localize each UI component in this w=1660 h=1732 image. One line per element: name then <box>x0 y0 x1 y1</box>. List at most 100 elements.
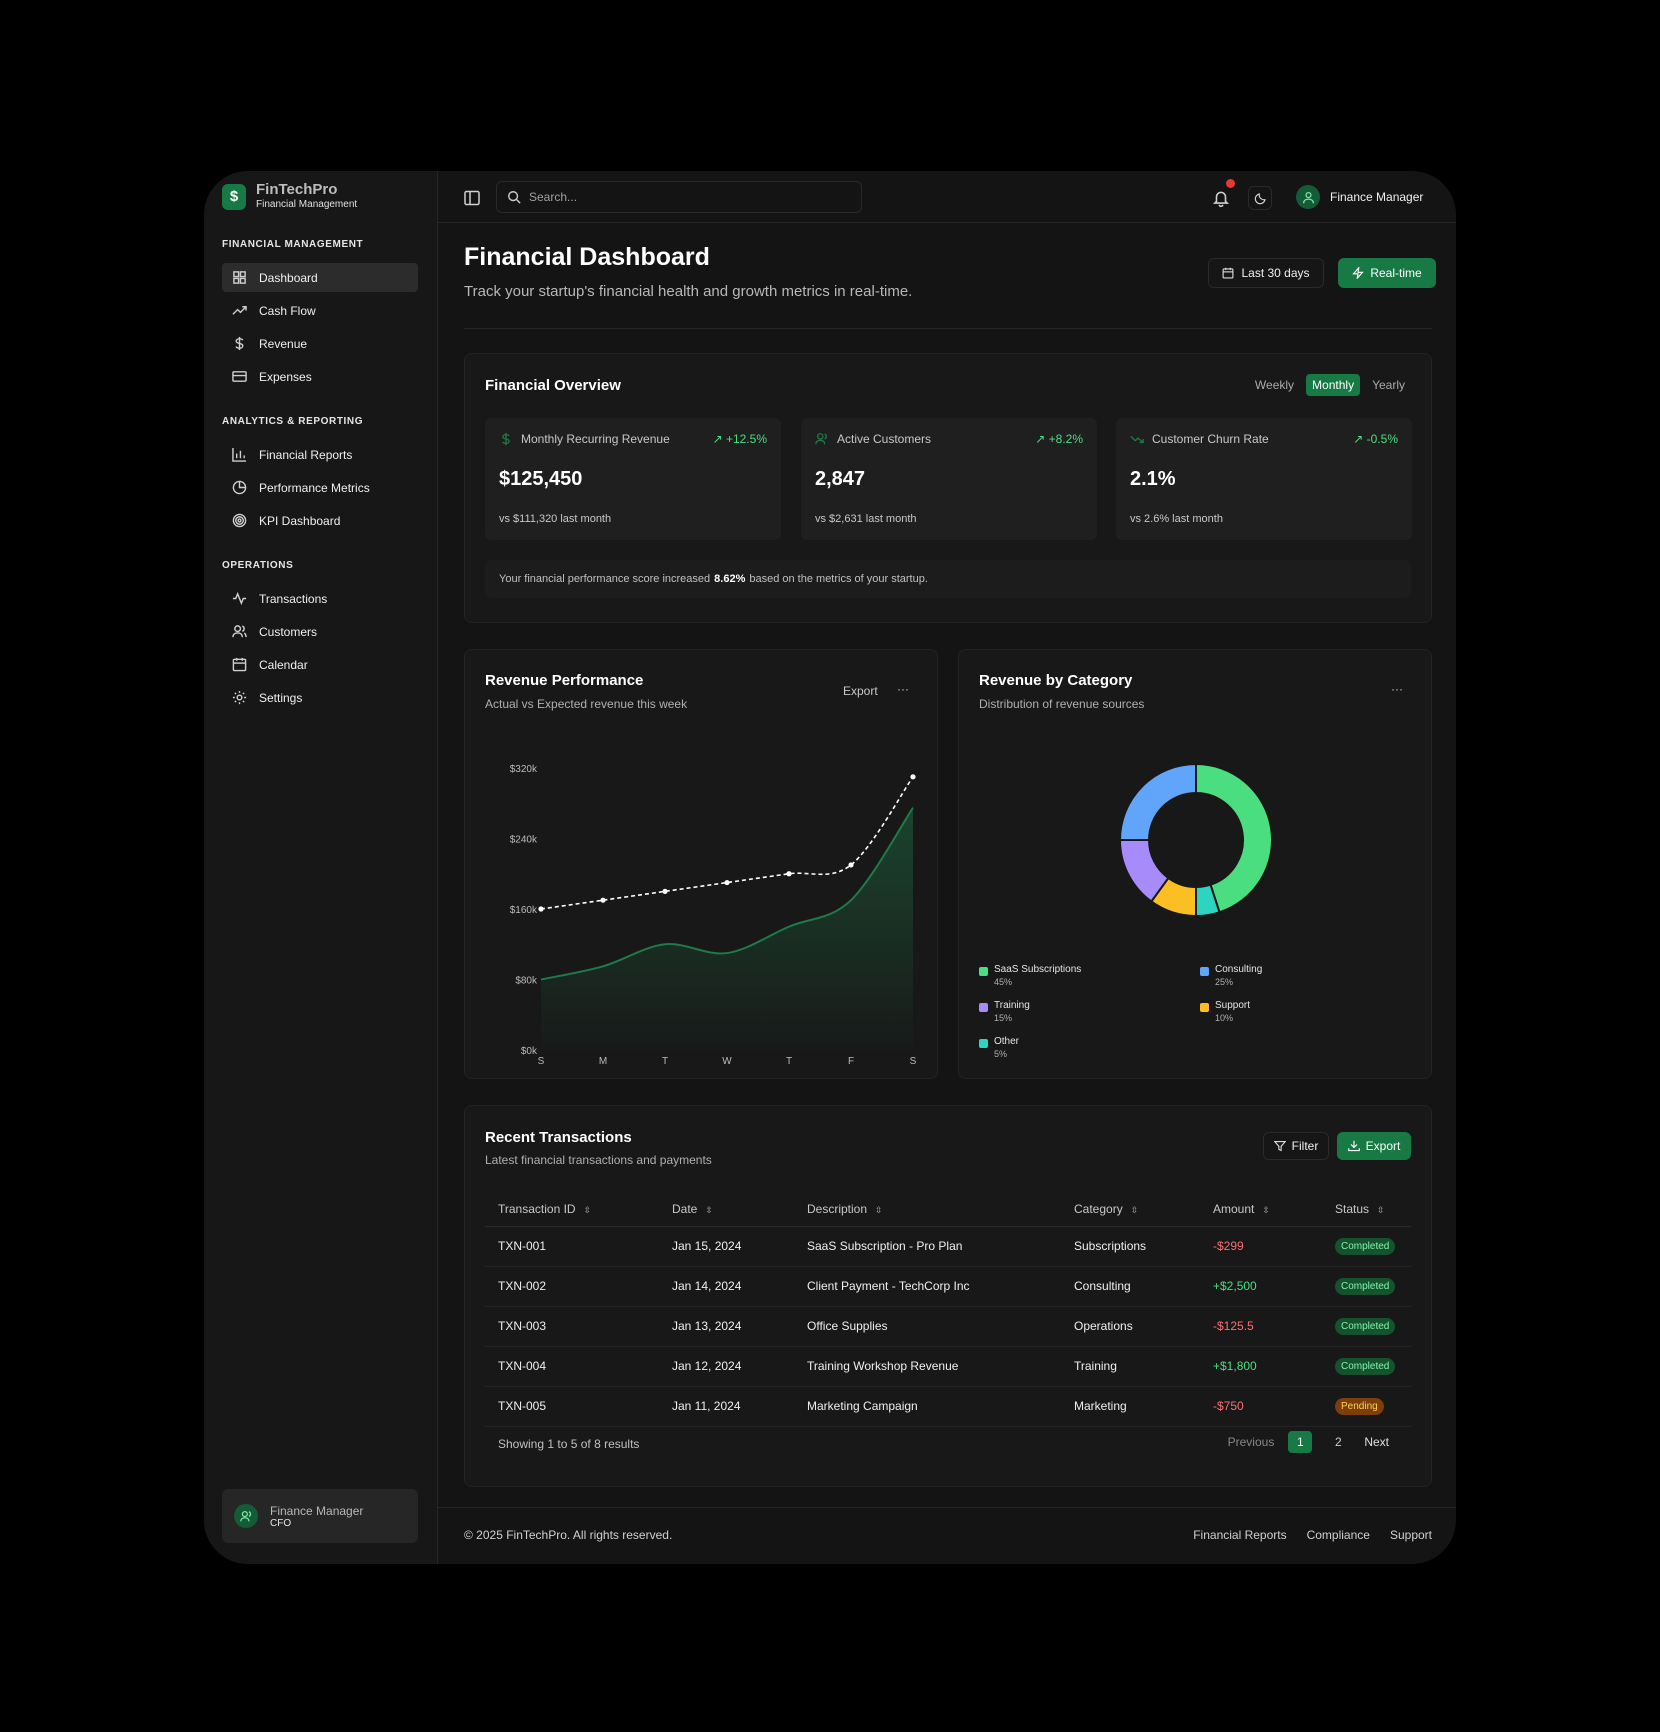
nav-section-title: FINANCIAL MANAGEMENT <box>222 239 364 250</box>
column-header-status[interactable]: Status ⇳ <box>1322 1192 1411 1227</box>
column-header-id[interactable]: Transaction ID ⇳ <box>485 1192 659 1227</box>
user-menu[interactable]: Finance Manager <box>1296 185 1423 209</box>
metric-value: 2.1% <box>1130 468 1176 490</box>
topbar: Search... Finance Manager <box>438 171 1456 223</box>
period-monthly[interactable]: Monthly <box>1306 374 1361 396</box>
sidebar-item-transactions[interactable]: Transactions <box>222 584 418 613</box>
cell-amount: -$299 <box>1200 1226 1322 1267</box>
sidebar-item-financial-reports[interactable]: Financial Reports <box>222 440 418 469</box>
legend-pct: 15% <box>994 1013 1013 1023</box>
sidebar-item-cash-flow[interactable]: Cash Flow <box>222 296 418 325</box>
trend-down-icon <box>1130 435 1144 444</box>
sidebar-item-expenses[interactable]: Expenses <box>222 362 418 391</box>
sidebar-item-dashboard[interactable]: Dashboard <box>222 263 418 292</box>
period-yearly[interactable]: Yearly <box>1372 378 1405 392</box>
nav-section-title: ANALYTICS & REPORTING <box>222 416 364 427</box>
metric-card-mrr[interactable]: Monthly Recurring Revenue ↗ +12.5% $125,… <box>485 418 781 540</box>
more-icon[interactable]: ··· <box>1391 682 1403 696</box>
sidebar-item-settings[interactable]: Settings <box>222 683 418 712</box>
cell-description: Training Workshop Revenue <box>794 1346 1061 1387</box>
revenue-donut-chart <box>1118 762 1273 918</box>
metric-card-customers[interactable]: Active Customers ↗ +8.2% 2,847 vs $2,631… <box>801 418 1097 540</box>
sidebar-item-label: Cash Flow <box>259 303 316 318</box>
table-row[interactable]: TXN-001 Jan 15, 2024 SaaS Subscription -… <box>485 1226 1411 1267</box>
column-header-description[interactable]: Description ⇳ <box>794 1192 1061 1227</box>
export-button[interactable]: Export <box>1337 1132 1411 1160</box>
cell-amount: +$1,800 <box>1200 1346 1322 1387</box>
filter-label: Filter <box>1291 1139 1319 1153</box>
footer-link-reports[interactable]: Financial Reports <box>1193 1528 1287 1542</box>
sidebar-item-label: Dashboard <box>259 270 318 285</box>
y-tick-label: $160k <box>510 905 538 916</box>
pagination-next[interactable]: Next <box>1364 1435 1389 1449</box>
sidebar-item-performance-metrics[interactable]: Performance Metrics <box>222 473 418 502</box>
sidebar-toggle-icon[interactable] <box>464 190 480 206</box>
sidebar-user-card[interactable]: Finance Manager CFO <box>222 1489 418 1543</box>
nav-section-analytics: ANALYTICS & REPORTING Financial Reports … <box>222 416 418 535</box>
donut-slice-saas-subscriptions <box>1195 762 1273 914</box>
score-value: 8.62% <box>714 573 746 585</box>
score-text: Your financial performance score increas… <box>499 573 711 585</box>
x-tick-label: S <box>910 1056 917 1067</box>
user-name: Finance Manager <box>270 1503 364 1518</box>
pagination-page-2[interactable]: 2 <box>1334 1435 1342 1449</box>
x-tick-label: T <box>662 1056 668 1067</box>
footer-link-compliance[interactable]: Compliance <box>1306 1528 1370 1542</box>
legend-item-other: Other 5% <box>979 1036 1019 1060</box>
brand[interactable]: $ FinTechPro Financial Management <box>222 181 357 212</box>
cell-description: Office Supplies <box>794 1306 1061 1347</box>
metric-previous: vs $2,631 last month <box>815 513 917 525</box>
sidebar-item-calendar[interactable]: Calendar <box>222 650 418 679</box>
status-badge: Completed <box>1335 1277 1396 1295</box>
metric-previous: vs 2.6% last month <box>1130 513 1223 525</box>
theme-toggle-button[interactable] <box>1248 186 1272 210</box>
filter-button[interactable]: Filter <box>1263 1132 1329 1160</box>
pagination-page-1[interactable]: 1 <box>1288 1431 1313 1453</box>
search-icon <box>508 191 521 204</box>
column-header-category[interactable]: Category ⇳ <box>1061 1192 1200 1227</box>
pie-icon <box>232 480 247 495</box>
search-input[interactable]: Search... <box>496 181 862 213</box>
download-icon <box>1347 1140 1360 1152</box>
card-subtitle: Actual vs Expected revenue this week <box>485 697 688 711</box>
more-icon[interactable]: ··· <box>897 682 909 696</box>
transactions-table: Transaction ID ⇳ Date ⇳ Description ⇳ Categ… <box>485 1192 1411 1427</box>
page-subtitle: Track your startup's financial health an… <box>464 283 913 300</box>
table-row[interactable]: TXN-004 Jan 12, 2024 Training Workshop R… <box>485 1346 1411 1387</box>
legend-item-support: Support 10% <box>1200 1000 1250 1024</box>
sidebar-item-customers[interactable]: Customers <box>222 617 418 646</box>
sort-icon: ⇳ <box>1377 1204 1385 1215</box>
brand-name: FinTechPro <box>256 181 338 198</box>
metric-change: ↗ +8.2% <box>1035 432 1083 446</box>
gear-icon <box>232 690 247 705</box>
sidebar-item-label: Customers <box>259 624 318 639</box>
cell-category: Marketing <box>1061 1386 1200 1427</box>
column-header-amount[interactable]: Amount ⇳ <box>1200 1192 1322 1227</box>
table-row[interactable]: TXN-003 Jan 13, 2024 Office Supplies Ope… <box>485 1306 1411 1347</box>
sidebar-item-kpi-dashboard[interactable]: KPI Dashboard <box>222 506 418 535</box>
bell-icon[interactable] <box>1212 189 1230 207</box>
pagination-previous[interactable]: Previous <box>1227 1435 1275 1449</box>
metric-card-churn[interactable]: Customer Churn Rate ↗ -0.5% 2.1% vs 2.6%… <box>1116 418 1412 540</box>
moon-icon <box>1254 192 1266 204</box>
card-subtitle: Distribution of revenue sources <box>979 697 1145 711</box>
column-header-date[interactable]: Date ⇳ <box>659 1192 794 1227</box>
revenue-performance-card: Revenue Performance Actual vs Expected r… <box>464 649 938 1079</box>
period-weekly[interactable]: Weekly <box>1254 378 1295 392</box>
date-range-button[interactable]: Last 30 days <box>1208 258 1324 288</box>
cell-category: Training <box>1061 1346 1200 1387</box>
nav-section-operations: OPERATIONS Transactions Customers Calend… <box>222 560 418 712</box>
table-row[interactable]: TXN-002 Jan 14, 2024 Client Payment - Te… <box>485 1266 1411 1307</box>
export-link[interactable]: Export <box>843 684 878 698</box>
cell-amount: -$125.5 <box>1200 1306 1322 1347</box>
user-icon <box>1302 191 1314 203</box>
sidebar-item-label: Performance Metrics <box>259 480 370 495</box>
table-row[interactable]: TXN-005 Jan 11, 2024 Marketing Campaign … <box>485 1386 1411 1427</box>
footer-link-support[interactable]: Support <box>1389 1528 1432 1542</box>
sidebar-item-revenue[interactable]: Revenue <box>222 329 418 358</box>
realtime-button[interactable]: Real-time <box>1338 258 1436 288</box>
calendar-icon <box>1223 267 1234 279</box>
legend-swatch <box>979 1039 988 1048</box>
status-badge: Completed <box>1335 1357 1396 1375</box>
donut-slice-consulting <box>1118 762 1197 841</box>
